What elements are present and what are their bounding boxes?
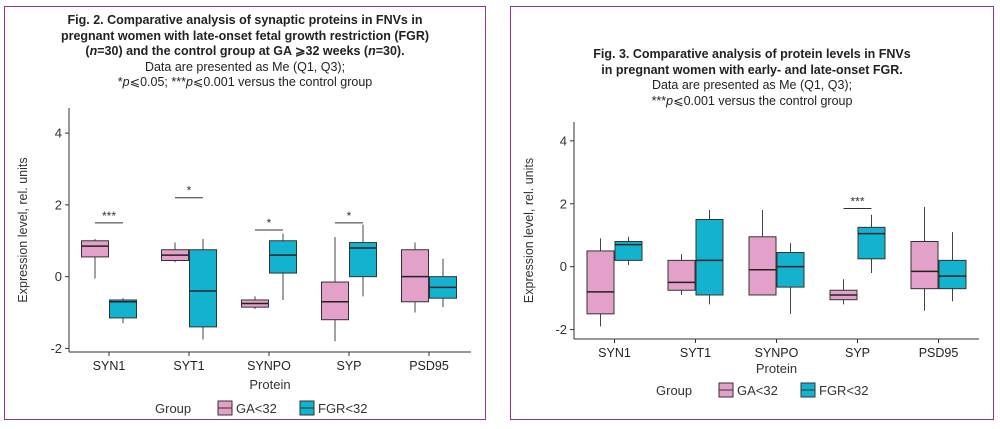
box-iqr <box>586 250 615 315</box>
x-axis-label: Protein <box>756 361 797 376</box>
x-tick-label: SYNPO <box>755 346 799 360</box>
figure-2-caption: Fig. 2. Comparative analysis of synaptic… <box>5 13 485 91</box>
caption-title-line: Fig. 2. Comparative analysis of synaptic… <box>67 13 423 27</box>
y-tick-label: 2 <box>55 197 62 212</box>
y-axis-label: Expression level, rel. units <box>522 158 536 303</box>
y-tick-label: 0 <box>55 269 62 284</box>
caption-title-line: pregnant women with late-onset fetal gro… <box>60 28 430 43</box>
box-iqr <box>667 259 696 291</box>
x-tick-label: SYNPO <box>247 359 291 373</box>
box-iqr <box>938 259 967 290</box>
y-tick-label: 2 <box>560 196 567 211</box>
caption-note-line: Data are presented as Me (Q1, Q3); <box>144 59 346 74</box>
y-tick-label: 4 <box>55 126 62 141</box>
box-iqr <box>189 249 217 328</box>
significance-label: * <box>267 216 272 230</box>
caption-title-line: in pregnant women with early- and late-o… <box>601 62 903 77</box>
box-iqr <box>401 249 429 303</box>
legend-label: GA<32 <box>236 401 277 416</box>
legend-title: Group <box>155 401 191 416</box>
x-tick-label: SYP <box>845 346 870 360</box>
y-tick-label: 4 <box>560 133 567 148</box>
x-tick-label: SYT1 <box>680 346 711 360</box>
box-iqr <box>695 218 724 296</box>
box-iqr <box>857 226 886 260</box>
x-tick-label: SYT1 <box>173 359 204 373</box>
x-tick-label: PSD95 <box>919 346 959 360</box>
y-tick-label: -2 <box>555 322 567 337</box>
legend-label: FGR<32 <box>318 401 368 416</box>
box-iqr <box>269 240 297 274</box>
figure-2-panel: Fig. 2. Comparative analysis of synaptic… <box>4 6 486 420</box>
caption-note-line: Data are presented as Me (Q1, Q3); <box>651 78 853 92</box>
x-axis-label: Protein <box>249 377 290 392</box>
legend-label: GA<32 <box>737 383 778 398</box>
box-iqr <box>109 299 137 319</box>
y-tick-label: -2 <box>50 341 62 356</box>
box-iqr <box>321 281 349 321</box>
box-iqr <box>614 241 643 261</box>
y-tick-label: 0 <box>560 259 567 274</box>
box-iqr <box>748 236 777 296</box>
box-iqr <box>81 240 109 258</box>
x-tick-label: PSD95 <box>409 359 449 373</box>
significance-label: *** <box>102 209 116 223</box>
chart-fig2: -2 0 2 4 SYN1 SYT1 SYNPO SYP PSD95 Protein Express… <box>16 108 471 416</box>
caption-title-line: (n=30) and the control group at GA ⩾32 w… <box>85 44 405 58</box>
y-axis-label: Expression level, rel. units <box>16 157 30 302</box>
caption-note-line: ***p⩽0.001 versus the control group <box>651 93 853 108</box>
chart-fig3: -2 0 2 4 SYN1 SYT1 SYNPO SYP PSD95 Protein Express… <box>522 122 979 398</box>
figure-3-caption: Fig. 3. Comparative analysis of protein … <box>511 47 993 109</box>
box-iqr <box>776 252 805 288</box>
x-tick-label: SYN1 <box>93 359 126 373</box>
figure-3-panel: Fig. 3. Comparative analysis of protein … <box>510 6 994 420</box>
significance-label: *** <box>850 194 864 208</box>
significance-label: * <box>347 209 352 223</box>
caption-note-line: *p⩽0.05; ***p⩽0.001 versus the control g… <box>117 75 373 89</box>
significance-label: * <box>187 184 192 198</box>
legend-title: Group <box>656 383 692 398</box>
x-tick-label: SYN1 <box>598 346 631 360</box>
legend-label: FGR<32 <box>819 383 869 398</box>
caption-title-line: Fig. 3. Comparative analysis of protein … <box>593 47 911 61</box>
box-iqr <box>910 241 939 290</box>
x-tick-label: SYP <box>336 359 361 373</box>
